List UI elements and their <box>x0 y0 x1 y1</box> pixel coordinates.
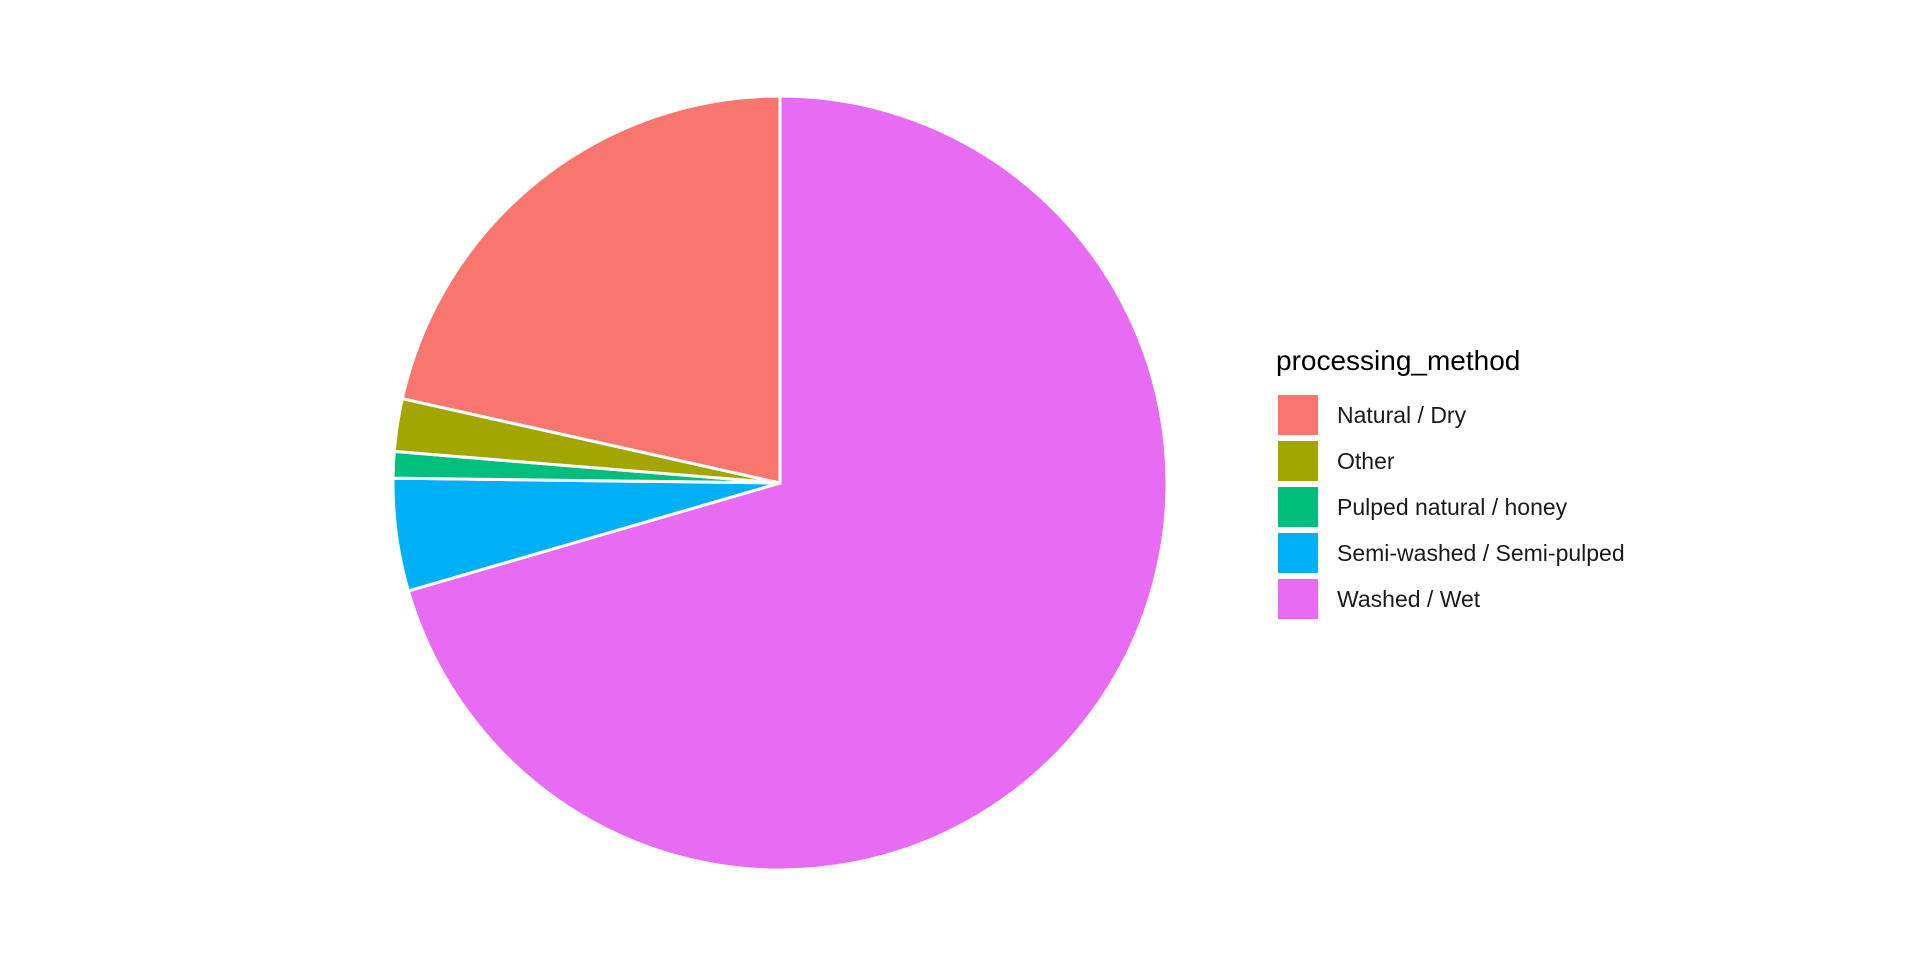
legend-key-natural-dry <box>1278 395 1318 435</box>
legend-key-other <box>1278 441 1318 481</box>
legend-key-pulped-natural-honey <box>1278 487 1318 527</box>
legend-label-natural-dry: Natural / Dry <box>1337 401 1467 428</box>
legend-items: Natural / Dry Other Pulped natural / honey… <box>1276 392 1625 622</box>
legend-item-natural-dry: Natural / Dry <box>1276 392 1625 438</box>
legend-label-pulped-natural-honey: Pulped natural / honey <box>1337 493 1568 520</box>
pie-slice-washed-wet <box>406 94 1169 872</box>
pie-slices <box>391 94 1169 872</box>
pie-slice-natural-dry <box>400 94 782 485</box>
legend-label-semi-washed-semi-pulped: Semi-washed / Semi-pulped <box>1337 539 1625 566</box>
legend: processing_method Natural / Dry Other Pulp… <box>1276 344 1625 622</box>
legend-item-other: Other <box>1276 438 1625 484</box>
legend-key-washed-wet <box>1278 579 1318 619</box>
legend-title: processing_method <box>1276 345 1521 376</box>
legend-item-semi-washed-semi-pulped: Semi-washed / Semi-pulped <box>1276 530 1625 576</box>
legend-item-pulped-natural-honey: Pulped natural / honey <box>1276 484 1625 530</box>
legend-item-washed-wet: Washed / Wet <box>1276 576 1625 622</box>
legend-label-other: Other <box>1337 447 1395 474</box>
legend-key-semi-washed-semi-pulped <box>1278 533 1318 573</box>
legend-label-washed-wet: Washed / Wet <box>1337 585 1481 612</box>
